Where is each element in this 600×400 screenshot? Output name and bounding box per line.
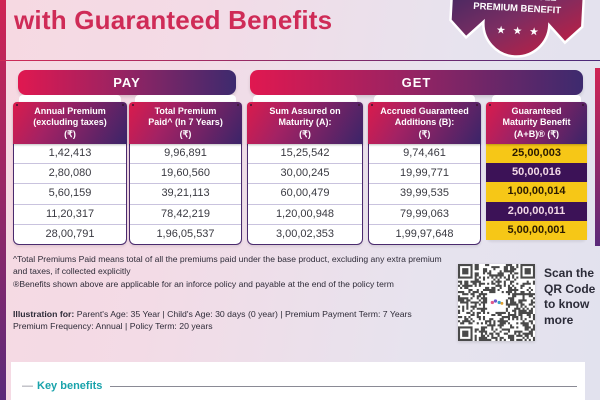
svg-text:★: ★ (512, 25, 523, 38)
svg-text:★: ★ (496, 24, 507, 37)
svg-text:★: ★ (529, 26, 540, 39)
